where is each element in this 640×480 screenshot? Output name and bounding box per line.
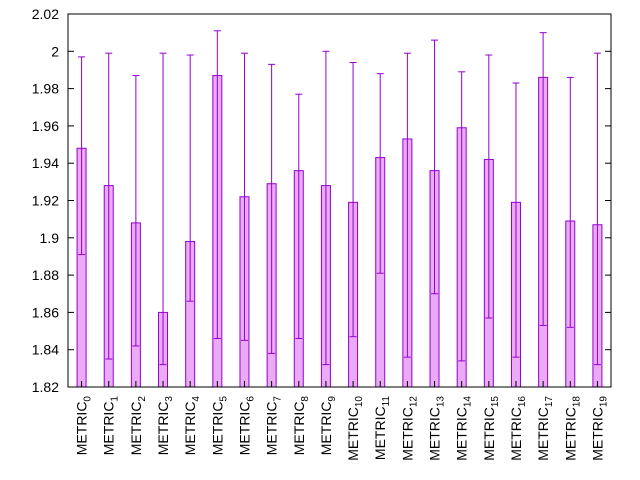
- y-tick-label: 1.84: [32, 342, 59, 358]
- x-tick-label: METRIC13: [427, 396, 447, 461]
- y-tick-label: 1.92: [32, 193, 59, 209]
- x-tick-label-base: METRIC: [345, 407, 361, 461]
- x-tick-label: METRIC15: [481, 396, 501, 461]
- x-tick-label: METRIC2: [128, 396, 148, 456]
- x-tick-label: METRIC8: [291, 396, 311, 456]
- y-tick-label: 1.94: [32, 155, 59, 171]
- x-tick-label-subscript: 6: [245, 396, 256, 402]
- x-tick-label-base: METRIC: [535, 407, 551, 461]
- x-tick-label-subscript: 13: [436, 396, 447, 408]
- x-tick-label: METRIC14: [454, 396, 474, 461]
- y-tick-label: 1.96: [32, 118, 59, 134]
- x-tick-label-base: METRIC: [74, 402, 90, 456]
- x-tick-label: METRIC17: [535, 396, 555, 461]
- x-tick-label-base: METRIC: [427, 407, 443, 461]
- y-tick-label: 2.02: [32, 6, 59, 22]
- x-tick-label-base: METRIC: [101, 402, 117, 456]
- x-tick-label: METRIC5: [209, 396, 229, 456]
- x-tick-label-base: METRIC: [264, 402, 280, 456]
- x-tick-label: METRIC16: [508, 396, 528, 461]
- x-tick-label-base: METRIC: [562, 407, 578, 461]
- x-tick-label-base: METRIC: [589, 407, 605, 461]
- x-tick-label-subscript: 17: [544, 396, 555, 408]
- x-tick-label-base: METRIC: [372, 406, 388, 460]
- y-tick-label: 2: [51, 43, 59, 59]
- x-tick-label-subscript: 1: [110, 396, 121, 402]
- y-tick-label: 1.82: [32, 379, 59, 395]
- x-tick-label-subscript: 19: [598, 396, 609, 408]
- x-tick-label-base: METRIC: [128, 402, 144, 456]
- x-tick-label-subscript: 7: [273, 396, 284, 402]
- x-tick-label: METRIC11: [372, 396, 392, 460]
- bars-layer: [76, 75, 603, 388]
- x-tick-label-base: METRIC: [481, 407, 497, 461]
- x-tick-label: METRIC3: [155, 396, 175, 456]
- x-tick-label-base: METRIC: [318, 402, 334, 456]
- x-tick-label-base: METRIC: [399, 407, 415, 461]
- y-axis: 1.82 1.84 1.86 1.88 1.9 1.92 1.94 1.96 1.98 2 2.02: [32, 6, 611, 395]
- x-tick-label: METRIC12: [399, 396, 419, 461]
- x-tick-label: METRIC1: [101, 396, 121, 456]
- plot-frame: [67, 13, 612, 388]
- y-tick-label: 1.9: [40, 230, 60, 246]
- x-tick-label-subscript: 4: [191, 396, 202, 402]
- x-tick-label: METRIC9: [318, 396, 338, 456]
- x-tick-label-subscript: 18: [571, 396, 582, 408]
- x-tick-label-subscript: 15: [490, 396, 501, 408]
- x-tick-label: METRIC18: [562, 396, 582, 461]
- error-bars-layer: [78, 30, 601, 366]
- x-tick-label-base: METRIC: [291, 402, 307, 456]
- x-tick-label-subscript: 5: [218, 396, 229, 402]
- x-tick-label-base: METRIC: [182, 402, 198, 456]
- x-tick-label-base: METRIC: [155, 402, 171, 456]
- x-tick-label: METRIC10: [345, 396, 365, 461]
- y-tick-label: 1.86: [32, 304, 59, 320]
- x-tick-label-subscript: 14: [463, 396, 474, 408]
- x-tick-label-base: METRIC: [236, 402, 252, 456]
- x-tick-label-subscript: 8: [300, 396, 311, 402]
- x-tick-label: METRIC4: [182, 396, 202, 456]
- x-tick-label-subscript: 9: [327, 396, 338, 402]
- x-tick-label-base: METRIC: [209, 402, 225, 456]
- x-tick-label-subscript: 3: [164, 396, 175, 402]
- x-axis: METRIC0METRIC1METRIC2METRIC3METRIC4METRI…: [74, 381, 609, 461]
- x-tick-label-subscript: 11: [381, 396, 392, 407]
- x-tick-label-base: METRIC: [508, 407, 524, 461]
- x-tick-label-base: METRIC: [454, 407, 470, 461]
- x-tick-label: METRIC7: [264, 396, 284, 456]
- x-tick-label: METRIC19: [589, 396, 609, 461]
- y-tick-label: 1.88: [32, 267, 59, 283]
- y-tick-label: 1.98: [32, 81, 59, 97]
- x-tick-label-subscript: 16: [517, 396, 528, 408]
- x-tick-label-subscript: 0: [83, 396, 94, 402]
- x-tick-label: METRIC0: [74, 396, 94, 456]
- x-tick-label: METRIC6: [236, 396, 256, 456]
- x-tick-label-subscript: 10: [354, 396, 365, 408]
- x-tick-label-subscript: 12: [408, 396, 419, 408]
- x-tick-label-subscript: 2: [137, 396, 148, 402]
